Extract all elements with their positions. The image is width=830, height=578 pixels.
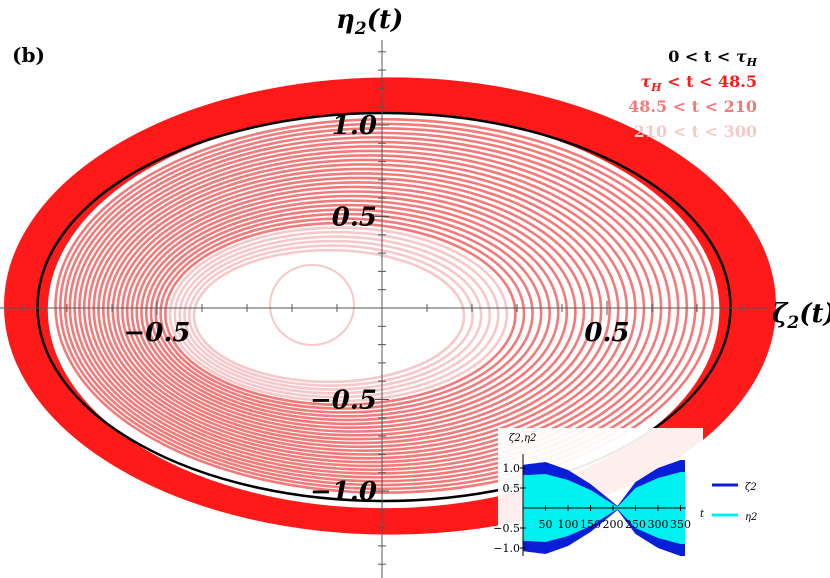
spiral-turn-pink <box>97 158 637 460</box>
inset-x-tick-label: 100 <box>558 518 579 531</box>
inset-x-tick-label: 150 <box>580 518 601 531</box>
labels-layer: (b) η2(t) ζ2(t) <box>12 5 830 333</box>
spiral-turn-pink <box>164 221 517 407</box>
trajectory-initial <box>36 111 732 503</box>
legend-entry: 210 < t < 300 <box>634 122 757 141</box>
y-tick-label: 1.0 <box>332 111 377 141</box>
y-tick-label: −0.5 <box>310 386 377 416</box>
spiral-turn-pink <box>111 172 611 449</box>
spiral-turn-pink <box>149 208 543 418</box>
inset-y-tick-label: 1.0 <box>503 462 521 475</box>
x-tick-label: 0.5 <box>584 318 629 348</box>
inset-chart: 50 100 150 200 250 300 350 1.0 0.5 −0.5 −1.0 ζ2,η2 t… <box>493 428 757 574</box>
inset-y-tick-label: −1.0 <box>493 542 520 555</box>
spiral-turn-pink <box>159 217 526 410</box>
spiral-turn-red <box>40 104 727 516</box>
spiral-turn-pink <box>121 181 594 441</box>
spiral-turn-pink <box>73 136 680 479</box>
inset-legend-label: ζ2 <box>745 482 757 493</box>
spiral-turn-pink <box>140 199 560 426</box>
panel-label: (b) <box>12 43 45 67</box>
spiral-turn-pink <box>116 176 603 445</box>
spiral-turn-pink <box>173 230 500 399</box>
spiral-center <box>269 264 355 346</box>
inset-x-tick-label: 200 <box>603 518 624 531</box>
spiral-turn-pink <box>144 203 551 422</box>
spiral-turn-pink <box>168 226 509 403</box>
spiral-turn-pink <box>178 235 492 395</box>
axes-layer: −0.5 0.5 1.0 0.5 −0.5 −1.0 <box>0 40 770 578</box>
inset-x-tick-label: 250 <box>625 518 646 531</box>
spiral-turn-pink <box>54 118 714 494</box>
spiral-turn-pink <box>192 248 466 384</box>
spiral-turn-pink <box>106 167 620 452</box>
spiral-turn-pink <box>92 154 646 464</box>
spiral-turn-pink <box>125 185 586 437</box>
inset-x-tick-label: 350 <box>670 518 691 531</box>
spiral-turn-pink <box>154 212 534 414</box>
spiral-turn-pink <box>130 190 577 433</box>
y-axis-title: η2(t) <box>336 5 403 39</box>
legend-entry: 0 < t < τH <box>668 47 757 69</box>
inset-y-axis-title: ζ2,η2 <box>509 433 536 444</box>
legend-entry: 48.5 < t < 210 <box>628 97 757 116</box>
y-tick-label: −1.0 <box>310 477 377 507</box>
spiral-turn-pink <box>187 244 474 388</box>
inset-y-tick-label: −0.5 <box>493 522 520 535</box>
legend-entry: τH < t < 48.5 <box>640 72 757 94</box>
x-axis-title: ζ2(t) <box>772 299 830 333</box>
spiral-turn-pink <box>183 239 483 391</box>
inset-y-tick-label: 0.5 <box>503 482 521 495</box>
inset-x-axis-title: t <box>700 509 705 520</box>
spiral-turn-pink <box>68 131 689 483</box>
spiral-turn-pink <box>63 127 697 487</box>
legend: 0 < t < τH τH < t < 48.5 48.5 < t < 210 210… <box>628 47 757 141</box>
spiral-turn-pink <box>101 163 629 456</box>
y-tick-label: 0.5 <box>332 203 377 233</box>
inset-x-tick-label: 300 <box>648 518 669 531</box>
spiral-turn-pink <box>135 194 569 430</box>
x-tick-label: −0.5 <box>123 318 190 348</box>
inset-x-tick-label: 50 <box>539 518 553 531</box>
inset-legend-label: η2 <box>745 512 757 523</box>
